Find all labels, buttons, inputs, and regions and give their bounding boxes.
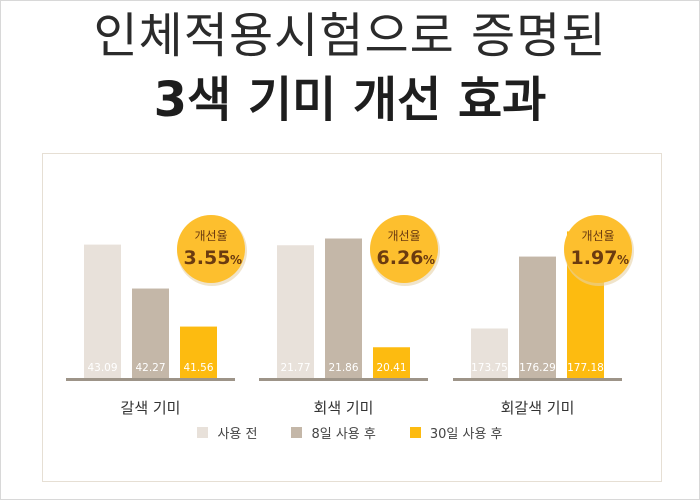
bar-graybrown-series-1	[471, 328, 508, 378]
title-line-2: 3색 기미 개선 효과	[153, 72, 547, 128]
bar-brown-series-2	[132, 288, 169, 378]
value-label-gray-series-3: 20.41	[376, 362, 406, 374]
legend-swatch-30days	[409, 427, 421, 438]
badge-label-gray: 개선율	[387, 229, 420, 243]
badge-value-brown: 3.55	[184, 247, 231, 269]
value-label-brown-series-3: 41.56	[183, 362, 213, 374]
badge-brown	[177, 215, 245, 283]
badge-unit-brown: %	[230, 253, 242, 267]
legend-item-8days: 8일 사용 후	[291, 423, 376, 442]
bar-gray-series-3	[373, 347, 410, 378]
bar-brown-series-1	[84, 244, 121, 378]
badge-unit-graybrown: %	[617, 253, 629, 267]
badge-graybrown	[564, 215, 632, 283]
badge-gray	[370, 215, 438, 283]
title-line-1: 인체적용시험으로 증명된	[93, 8, 607, 64]
value-label-brown-series-2: 42.27	[135, 362, 165, 374]
value-label-graybrown-series-3: 177.18	[567, 362, 604, 374]
category-label-brown: 갈색 기미	[121, 399, 181, 417]
legend-label-30days: 30일 사용 후	[429, 427, 503, 442]
value-label-brown-series-1: 43.09	[87, 362, 117, 374]
badge-label-brown: 개선율	[194, 229, 227, 243]
baseline-graybrown	[453, 378, 622, 381]
legend: 사용 전 8일 사용 후 30일 사용 후	[0, 423, 700, 442]
bar-gray-series-1	[277, 245, 314, 378]
legend-label-before: 사용 전	[217, 427, 258, 442]
value-label-gray-series-1: 21.77	[280, 362, 310, 374]
bar-graybrown-series-2	[519, 256, 556, 378]
legend-item-before: 사용 전	[197, 423, 257, 442]
badge-label-graybrown: 개선율	[581, 229, 614, 243]
legend-swatch-before	[197, 427, 209, 438]
value-label-gray-series-2: 21.86	[328, 362, 358, 374]
legend-item-30days: 30일 사용 후	[409, 423, 503, 442]
value-label-graybrown-series-2: 176.29	[519, 362, 556, 374]
category-label-graybrown: 회갈색 기미	[501, 399, 575, 417]
baseline-brown	[66, 378, 235, 381]
baseline-gray	[259, 378, 428, 381]
badge-value-graybrown: 1.97	[571, 247, 618, 269]
legend-swatch-8days	[291, 427, 303, 438]
badge-unit-gray: %	[423, 253, 435, 267]
bar-brown-series-3	[180, 326, 217, 378]
bar-gray-series-2	[325, 238, 362, 378]
legend-label-8days: 8일 사용 후	[311, 427, 376, 442]
value-label-graybrown-series-1: 173.75	[471, 362, 508, 374]
badge-value-gray: 6.26	[377, 247, 424, 269]
category-label-gray: 회색 기미	[314, 399, 374, 417]
